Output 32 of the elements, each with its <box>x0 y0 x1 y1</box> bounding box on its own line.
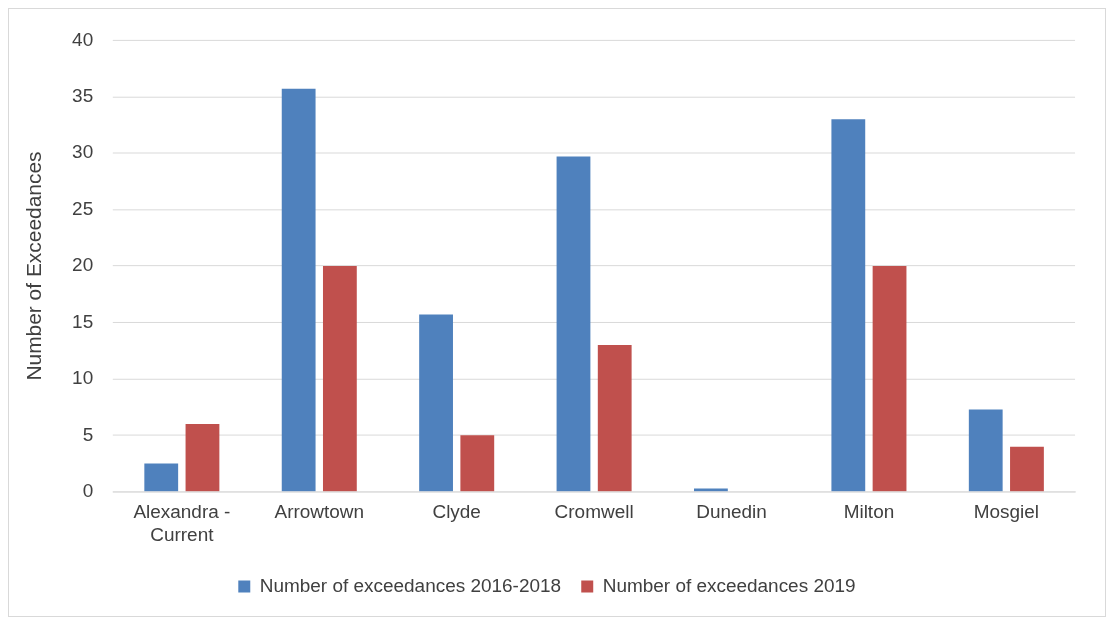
y-tick-label: 0 <box>82 480 94 502</box>
y-axis-title: Number of Exceedances <box>22 151 46 381</box>
bar <box>460 435 495 492</box>
bar <box>694 488 728 492</box>
bar <box>419 314 453 492</box>
x-tick-label: Dunedin <box>696 501 767 523</box>
x-tick-label: Mosgiel <box>973 501 1039 523</box>
bar <box>968 409 1003 492</box>
legend-label: Number of exceedances 2016-2018 <box>259 574 562 596</box>
bar <box>322 266 357 492</box>
y-tick-label: 25 <box>72 197 94 219</box>
bar <box>872 266 907 492</box>
y-tick-label: 10 <box>72 367 94 389</box>
bar <box>281 88 316 492</box>
y-tick-label: 35 <box>72 84 94 106</box>
x-tick-label: Milton <box>843 501 895 523</box>
x-tick-label: Alexandra - Current <box>133 501 231 546</box>
bar <box>597 345 632 492</box>
x-tick-label: Cromwell <box>554 501 634 523</box>
y-tick-label: 5 <box>82 423 94 445</box>
x-tick-label: Arrowtown <box>274 501 365 523</box>
y-tick-label: 15 <box>72 310 94 332</box>
legend-label: Number of exceedances 2019 <box>602 574 856 596</box>
bar <box>144 463 179 492</box>
bar <box>185 424 220 492</box>
bar <box>1010 446 1044 492</box>
x-tick-label: Clyde <box>432 501 481 523</box>
y-tick-label: 30 <box>72 141 94 163</box>
y-tick-label: 20 <box>72 254 94 276</box>
y-tick-label: 40 <box>72 28 94 50</box>
bar <box>556 156 591 492</box>
bar <box>831 119 866 492</box>
